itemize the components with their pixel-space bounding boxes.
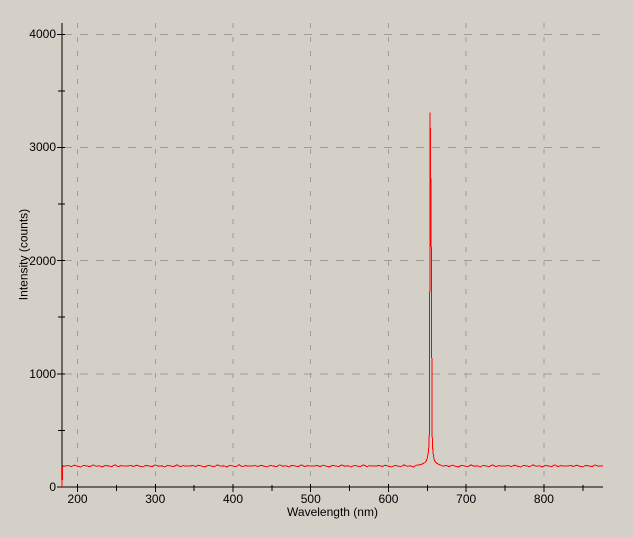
spectrum-trace (61, 112, 604, 488)
y-tick-label: 4000 (29, 27, 56, 42)
x-tick-label: 300 (145, 492, 166, 506)
y-axis-title: Intensity (counts) (16, 208, 31, 301)
x-tick-label: 700 (456, 492, 477, 506)
y-tick-label: 1000 (29, 366, 56, 381)
x-tick-label: 400 (222, 492, 244, 506)
x-tick-label: 200 (67, 492, 88, 506)
x-axis-title: Wavelength (nm) (287, 505, 378, 519)
x-tick-label: 500 (300, 492, 321, 506)
y-tick-label: 3000 (29, 140, 56, 155)
y-tick-label: 2000 (29, 253, 56, 268)
x-tick-label: 600 (378, 492, 399, 506)
x-tick-label: 800 (533, 492, 554, 506)
y-tick-label: 0 (49, 480, 56, 494)
